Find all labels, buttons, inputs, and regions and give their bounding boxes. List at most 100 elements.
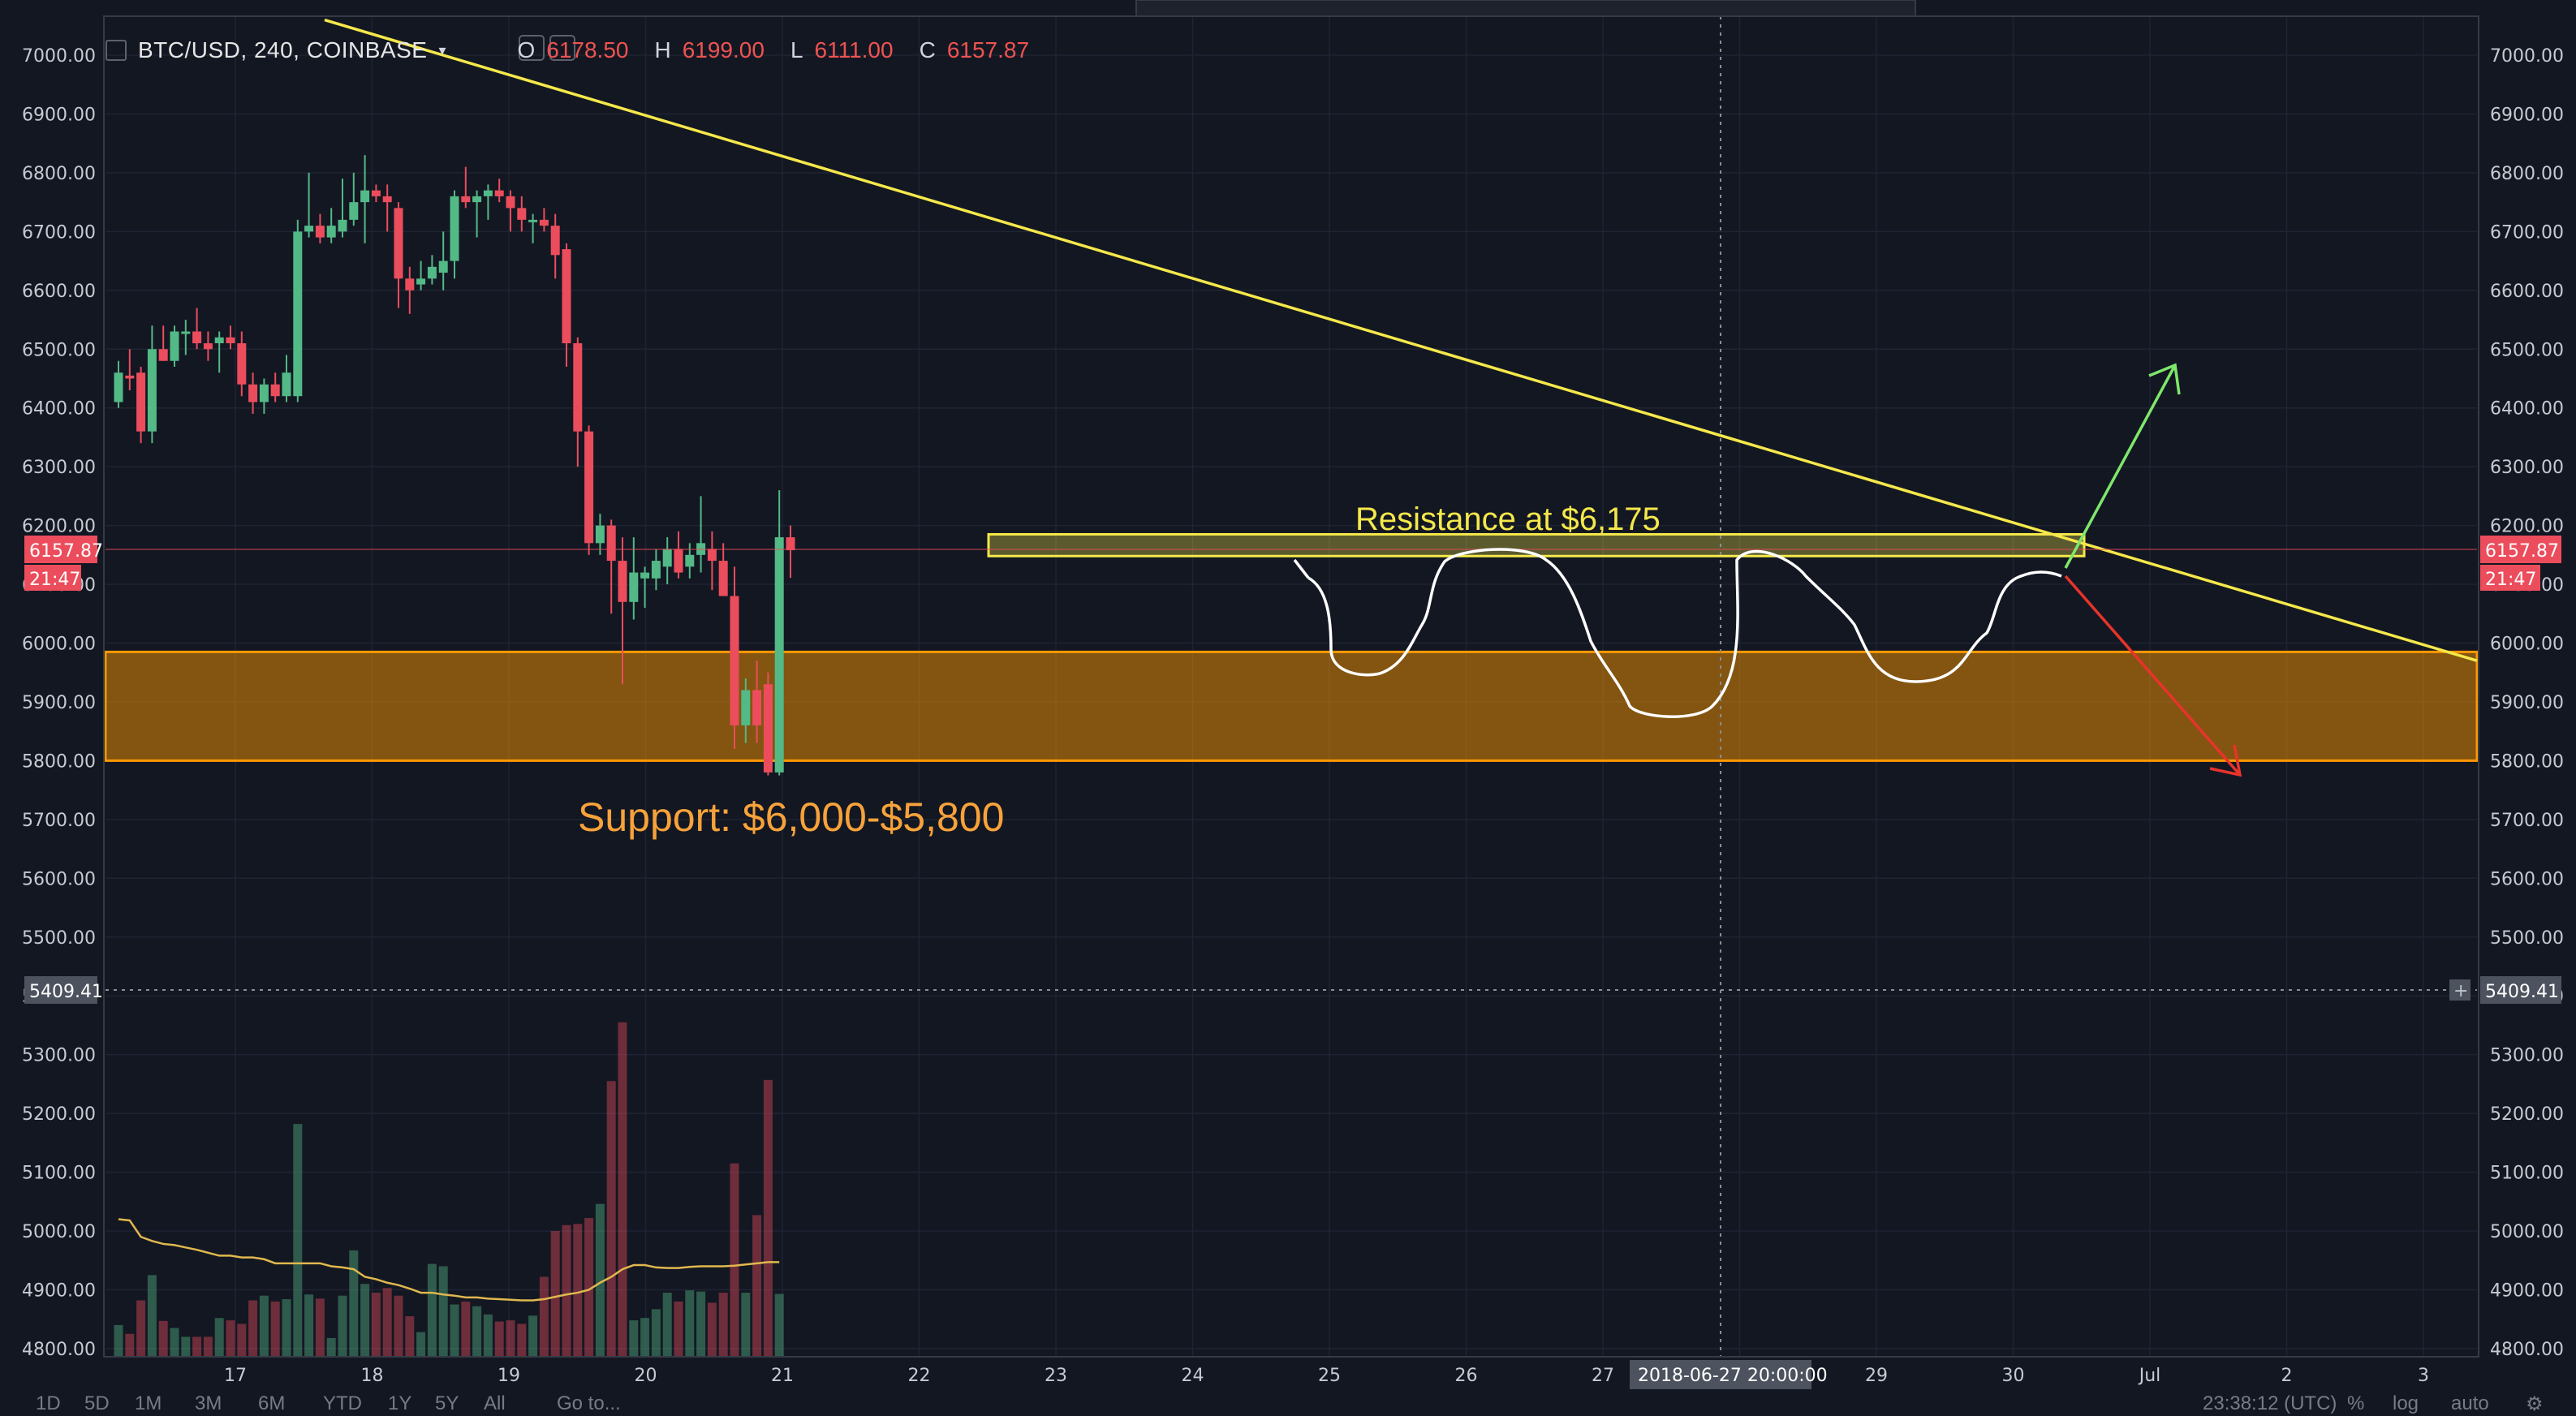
chart-settings-button[interactable] — [549, 35, 575, 61]
auto-toggle[interactable]: auto — [2451, 1392, 2489, 1414]
bearish-candle — [405, 266, 415, 314]
volume-bar — [259, 1295, 269, 1357]
resistance-label: Resistance at $6,175 — [1355, 501, 1661, 537]
volume-bar — [450, 1304, 459, 1357]
projected-price-path — [1307, 548, 2062, 718]
support-zone[interactable] — [104, 650, 2479, 762]
bullish-candle — [181, 320, 191, 355]
candle-body — [170, 331, 179, 361]
log-toggle[interactable]: log — [2393, 1392, 2419, 1414]
range-1y[interactable]: 1Y — [388, 1392, 412, 1414]
bullish-candle — [170, 325, 179, 367]
candle-body — [774, 537, 784, 773]
symbol-legend: BTC/USD, 240, COINBASE ▾ O 6178.50 H 6199.… — [106, 32, 1044, 68]
top-toolbar-strip — [1135, 0, 1916, 17]
bearish-candle — [763, 672, 773, 776]
volume-bar — [528, 1315, 538, 1357]
volume-bar — [114, 1324, 123, 1357]
volume-bar — [584, 1218, 594, 1357]
candle-body — [394, 208, 403, 279]
y-tick-label-left: 5700.00 — [22, 811, 96, 831]
candle-body — [584, 431, 594, 544]
y-tick-label-right: 5700.00 — [2490, 811, 2564, 831]
bearish-candle — [539, 208, 549, 232]
candle-body — [606, 525, 616, 562]
candle-body — [730, 596, 739, 725]
volume-bar — [338, 1295, 347, 1357]
chart-grid — [106, 16, 2477, 1357]
y-axis-left[interactable]: 7000.00 6900.00 6800.00 6700.00 6600.00 6500.… — [22, 46, 96, 1360]
volume-bar — [573, 1224, 583, 1357]
bullish-candle — [629, 537, 639, 620]
support-label: Support: $6,000-$5,800 — [578, 794, 1004, 840]
x-tick-label: 30 — [2002, 1366, 2025, 1386]
volume-bar — [125, 1333, 135, 1357]
crosshair-price-badge-left: 5409.41 — [24, 976, 103, 1004]
y-tick-label-right: 5200.00 — [2490, 1104, 2564, 1125]
y-tick-label-right: 5000.00 — [2490, 1222, 2564, 1242]
y-tick-label-right: 6800.00 — [2490, 164, 2564, 184]
candle-body — [125, 375, 135, 379]
range-5y[interactable]: 5Y — [435, 1392, 459, 1414]
volume-bar — [517, 1323, 527, 1357]
y-tick-label-right: 5300.00 — [2490, 1046, 2564, 1066]
chart-menu-button[interactable] — [519, 35, 545, 61]
descending-trendline[interactable] — [324, 18, 2478, 662]
y-tick-label-left: 6200.00 — [22, 517, 96, 537]
x-tick-label: 23 — [1045, 1366, 1067, 1386]
y-tick-label-left: 6600.00 — [22, 282, 96, 302]
add-symbol-icon[interactable] — [106, 40, 127, 61]
bearish-candle — [371, 184, 381, 203]
x-tick-label: 17 — [224, 1366, 247, 1386]
x-tick-label: 27 — [1592, 1366, 1614, 1386]
bullish-candle — [595, 514, 605, 555]
candle-body — [786, 537, 795, 551]
go-to-date-button[interactable]: Go to... — [557, 1392, 621, 1414]
y-tick-label-right: 6300.00 — [2490, 458, 2564, 478]
candle-body — [226, 337, 235, 344]
candle-body — [427, 266, 437, 279]
range-1d[interactable]: 1D — [36, 1392, 61, 1414]
bearish-candle — [573, 337, 583, 467]
range-1m[interactable]: 1M — [135, 1392, 162, 1414]
candle-body — [707, 549, 717, 562]
range-ytd[interactable]: YTD — [323, 1392, 362, 1414]
bearish-candle — [517, 196, 527, 232]
candle-body — [662, 549, 672, 567]
bottom-toolbar: 1D 5D 1M 3M 6M YTD 1Y 5Y All Go to... 23… — [0, 1392, 2576, 1415]
y-tick-label-left: 4800.00 — [22, 1340, 96, 1360]
countdown-right: 21:47 — [2485, 570, 2536, 590]
symbol-name[interactable]: BTC/USD, 240, COINBASE — [138, 37, 428, 62]
bearish-candle — [461, 166, 471, 209]
bullish-candle — [360, 155, 370, 243]
high-label: H — [654, 37, 671, 62]
volume-bar — [226, 1320, 235, 1357]
y-tick-label-left: 5900.00 — [22, 693, 96, 713]
x-tick-label: 21 — [771, 1366, 794, 1386]
y-tick-label-left: 6000.00 — [22, 635, 96, 655]
chevron-down-icon[interactable]: ▾ — [438, 41, 446, 58]
range-3m[interactable]: 3M — [195, 1392, 222, 1414]
resistance-zone[interactable] — [987, 532, 2086, 557]
candle-body — [405, 278, 415, 291]
close-value: 6157.87 — [946, 37, 1030, 62]
range-5d[interactable]: 5D — [84, 1392, 110, 1414]
volume-bar — [696, 1291, 706, 1357]
percent-toggle[interactable]: % — [2347, 1392, 2365, 1414]
y-tick-label-left: 5800.00 — [22, 751, 96, 772]
range-6m[interactable]: 6M — [258, 1392, 286, 1414]
volume-bar — [506, 1320, 515, 1357]
bullish-candle — [304, 172, 314, 238]
bearish-candle — [226, 325, 235, 350]
y-tick-label-right: 6400.00 — [2490, 399, 2564, 420]
volume-bar — [539, 1276, 549, 1357]
volume-bar — [651, 1309, 661, 1357]
candle-body — [136, 372, 146, 432]
x-tick-label: 24 — [1182, 1366, 1204, 1386]
range-all[interactable]: All — [484, 1392, 506, 1414]
volume-bar — [248, 1300, 258, 1357]
gear-icon[interactable]: ⚙ — [2526, 1393, 2544, 1415]
candle-body — [360, 190, 370, 203]
